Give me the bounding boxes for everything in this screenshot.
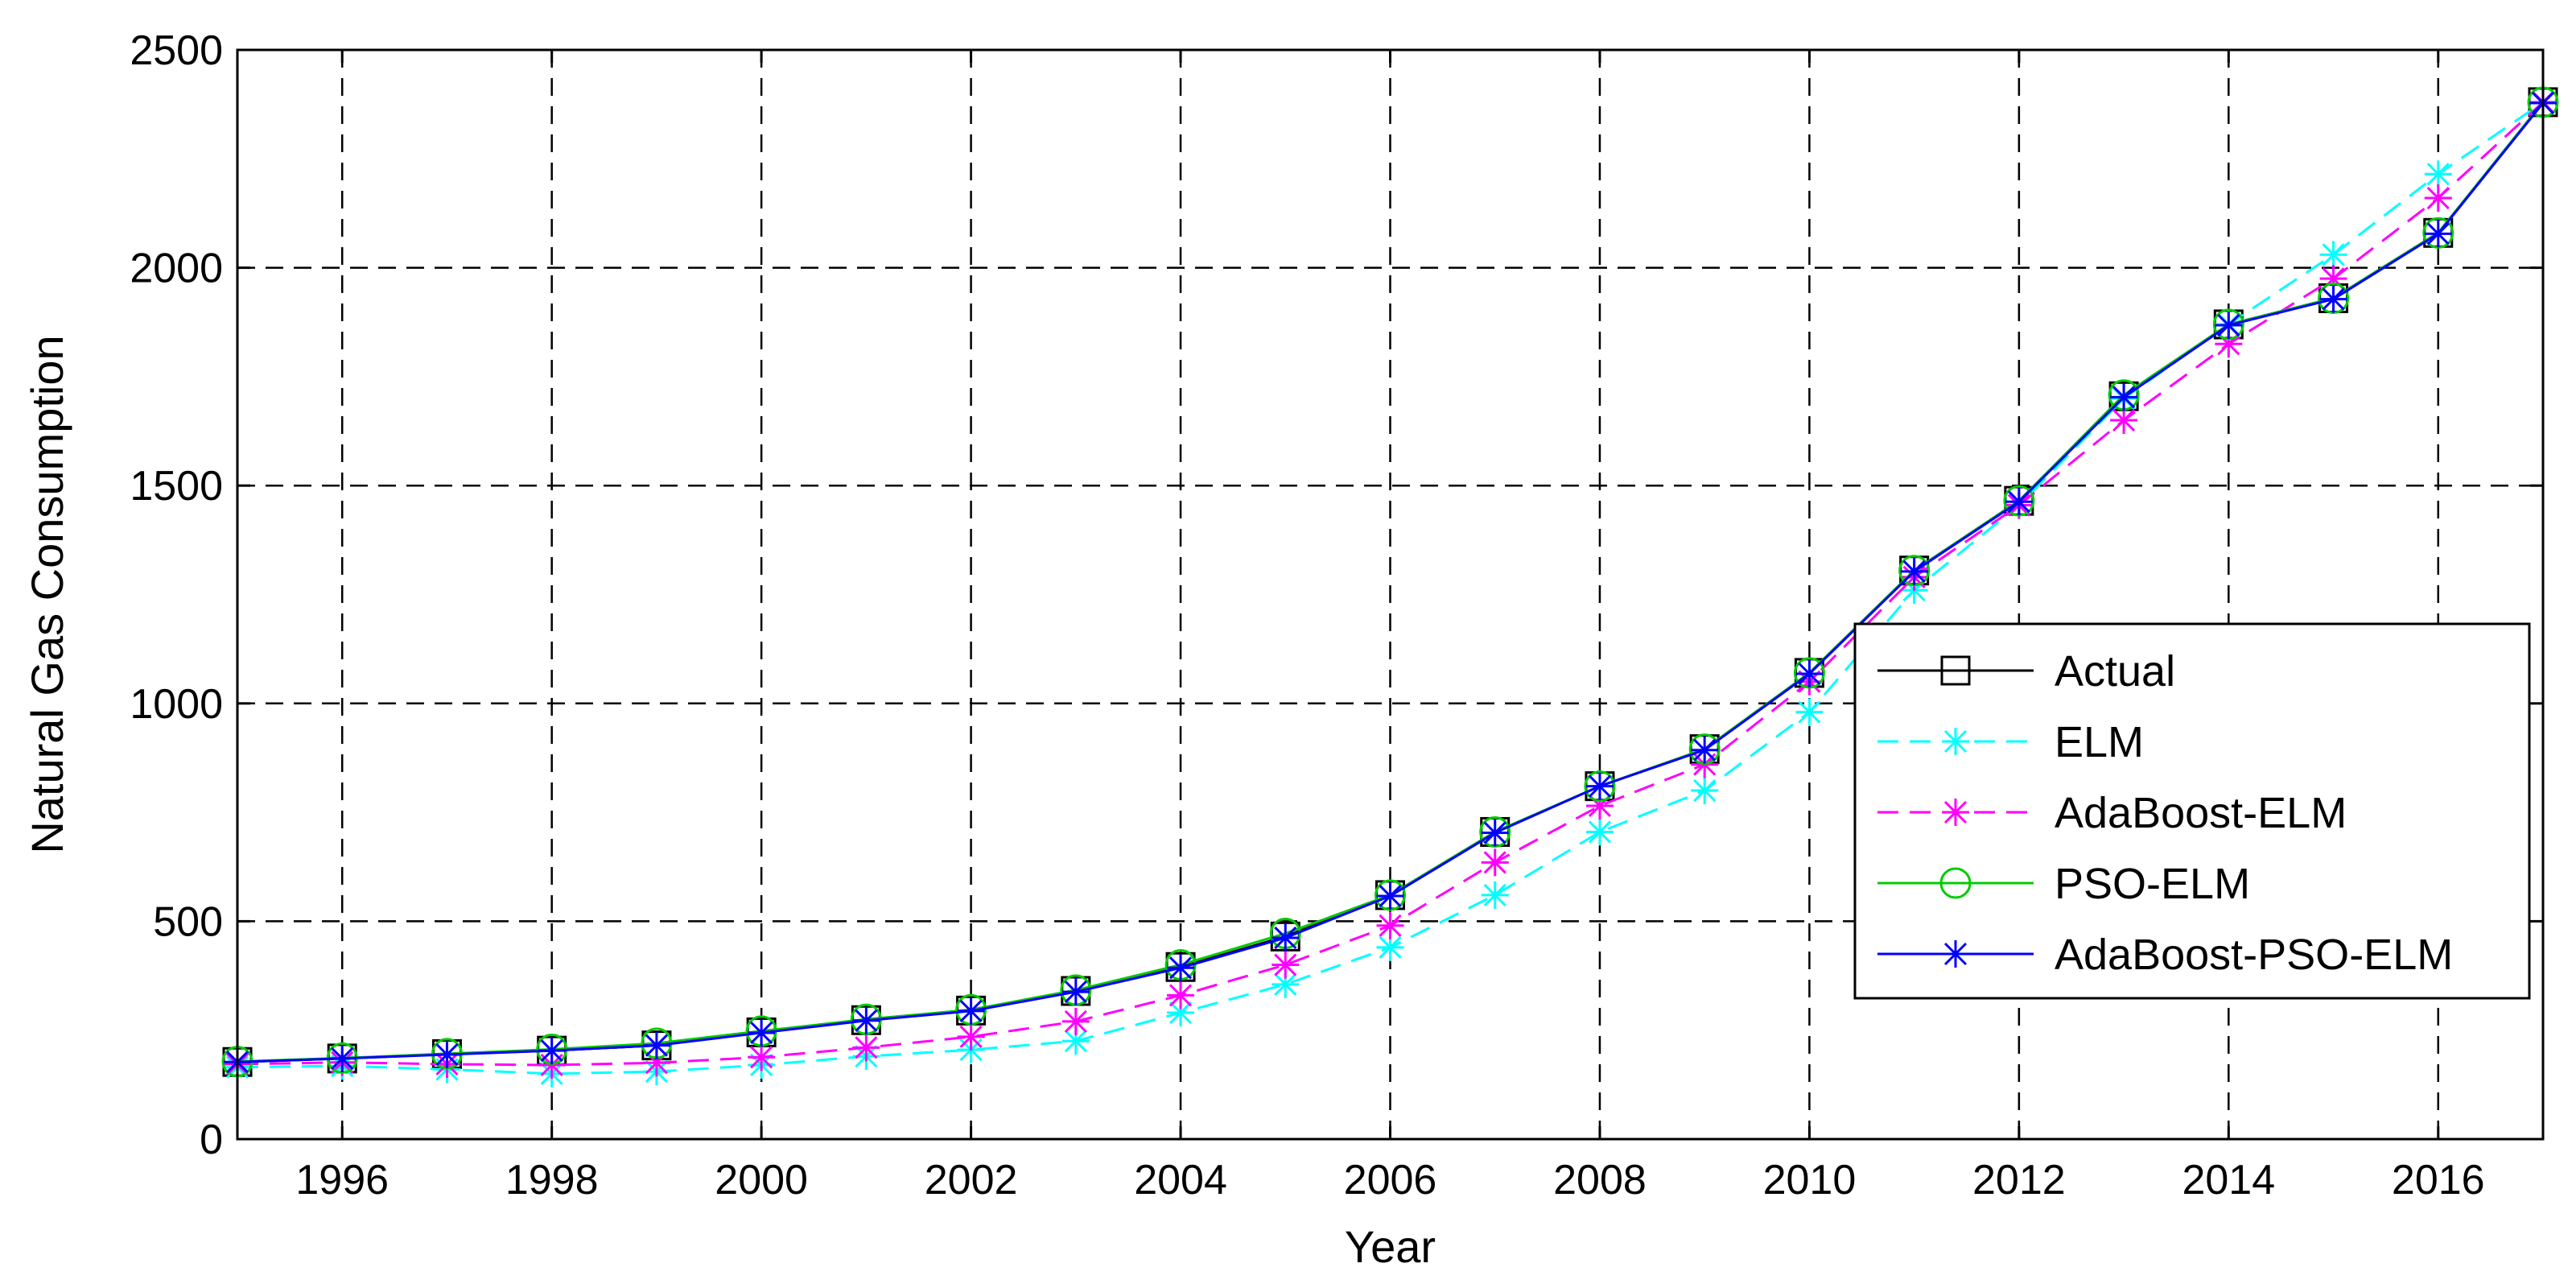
data-point (642, 1031, 670, 1059)
x-tick-label: 2008 (1553, 1157, 1647, 1203)
x-tick-label: 2002 (925, 1157, 1018, 1203)
legend-label: PSO-ELM (2055, 860, 2250, 908)
x-tick-label: 1996 (295, 1157, 389, 1203)
legend-marker (1942, 728, 1969, 755)
data-point (1376, 882, 1404, 910)
data-point (433, 1041, 461, 1069)
x-tick-label: 2000 (715, 1157, 808, 1203)
data-point (2110, 383, 2138, 411)
data-point (1585, 772, 1614, 800)
legend-item: PSO-ELM (1877, 860, 2250, 908)
legend-item: Actual (1877, 647, 2175, 696)
x-tick-label: 2014 (2182, 1157, 2275, 1203)
x-tick-label: 2016 (2392, 1157, 2485, 1203)
data-point (957, 997, 985, 1025)
data-point (1795, 659, 1824, 687)
legend-label: AdaBoost-PSO-ELM (2055, 931, 2453, 979)
data-point (2424, 160, 2452, 188)
data-point (748, 1018, 776, 1047)
data-point (2215, 312, 2243, 340)
y-tick-label: 500 (153, 898, 223, 945)
data-point (1061, 1007, 1090, 1035)
x-tick-label: 2004 (1134, 1157, 1227, 1203)
y-tick-label: 2500 (130, 27, 223, 74)
x-tick-label: 2006 (1344, 1157, 1437, 1203)
legend-item: AdaBoost-PSO-ELM (1877, 931, 2453, 979)
data-point (328, 1044, 357, 1072)
data-point (1376, 911, 1404, 939)
data-point (1585, 818, 1614, 846)
legend-item: ELM (1877, 718, 2144, 766)
x-tick-label: 2012 (1972, 1157, 2066, 1203)
data-point (1061, 978, 1090, 1006)
legend-label: AdaBoost-ELM (2055, 789, 2347, 837)
data-point (1481, 881, 1509, 909)
data-point (852, 1034, 880, 1062)
data-point (538, 1037, 566, 1065)
legend-item: AdaBoost-ELM (1877, 789, 2347, 837)
data-point (1691, 736, 1719, 764)
data-point (957, 1022, 985, 1051)
data-point (852, 1006, 880, 1034)
data-point (1272, 951, 1300, 979)
data-point (748, 1043, 776, 1071)
y-tick-label: 1000 (130, 681, 223, 728)
legend-label: ELM (2055, 718, 2144, 766)
data-point (1481, 848, 1509, 877)
data-point (1061, 1027, 1090, 1055)
data-point (2005, 488, 2033, 516)
data-point (1167, 954, 1195, 982)
y-tick-label: 2000 (130, 246, 223, 292)
data-point (1481, 819, 1509, 847)
y-tick-label: 1500 (130, 463, 223, 510)
data-point (1795, 698, 1824, 726)
data-point (2319, 241, 2347, 269)
data-point (1272, 923, 1300, 952)
y-axis-title: Natural Gas Consumption (22, 335, 72, 853)
legend-marker (1942, 799, 1969, 826)
legend-marker (1942, 940, 1969, 968)
data-point (2424, 220, 2452, 248)
data-point (2319, 285, 2347, 313)
legend-marker (1940, 655, 1971, 686)
data-point (1584, 770, 1616, 803)
data-point (2110, 407, 2138, 435)
x-tick-label: 2010 (1763, 1157, 1857, 1203)
y-tick-label: 0 (200, 1117, 223, 1163)
data-point (1900, 557, 1928, 585)
legend: Actual ELM AdaBoost-ELM PSO-ELM AdaBoost-PSO… (1853, 622, 2531, 1000)
data-point (1691, 777, 1719, 805)
legend-label: Actual (2055, 647, 2175, 696)
axis-ticks: 1996 1998 2000 2002 2004 2006 2008 2010 2012 2014… (130, 27, 2543, 1203)
x-axis-title: Year (1345, 1221, 1436, 1272)
data-point (1167, 981, 1195, 1009)
legend-marker (1939, 867, 1972, 899)
x-tick-label: 1998 (505, 1157, 599, 1203)
data-point (2424, 184, 2452, 213)
